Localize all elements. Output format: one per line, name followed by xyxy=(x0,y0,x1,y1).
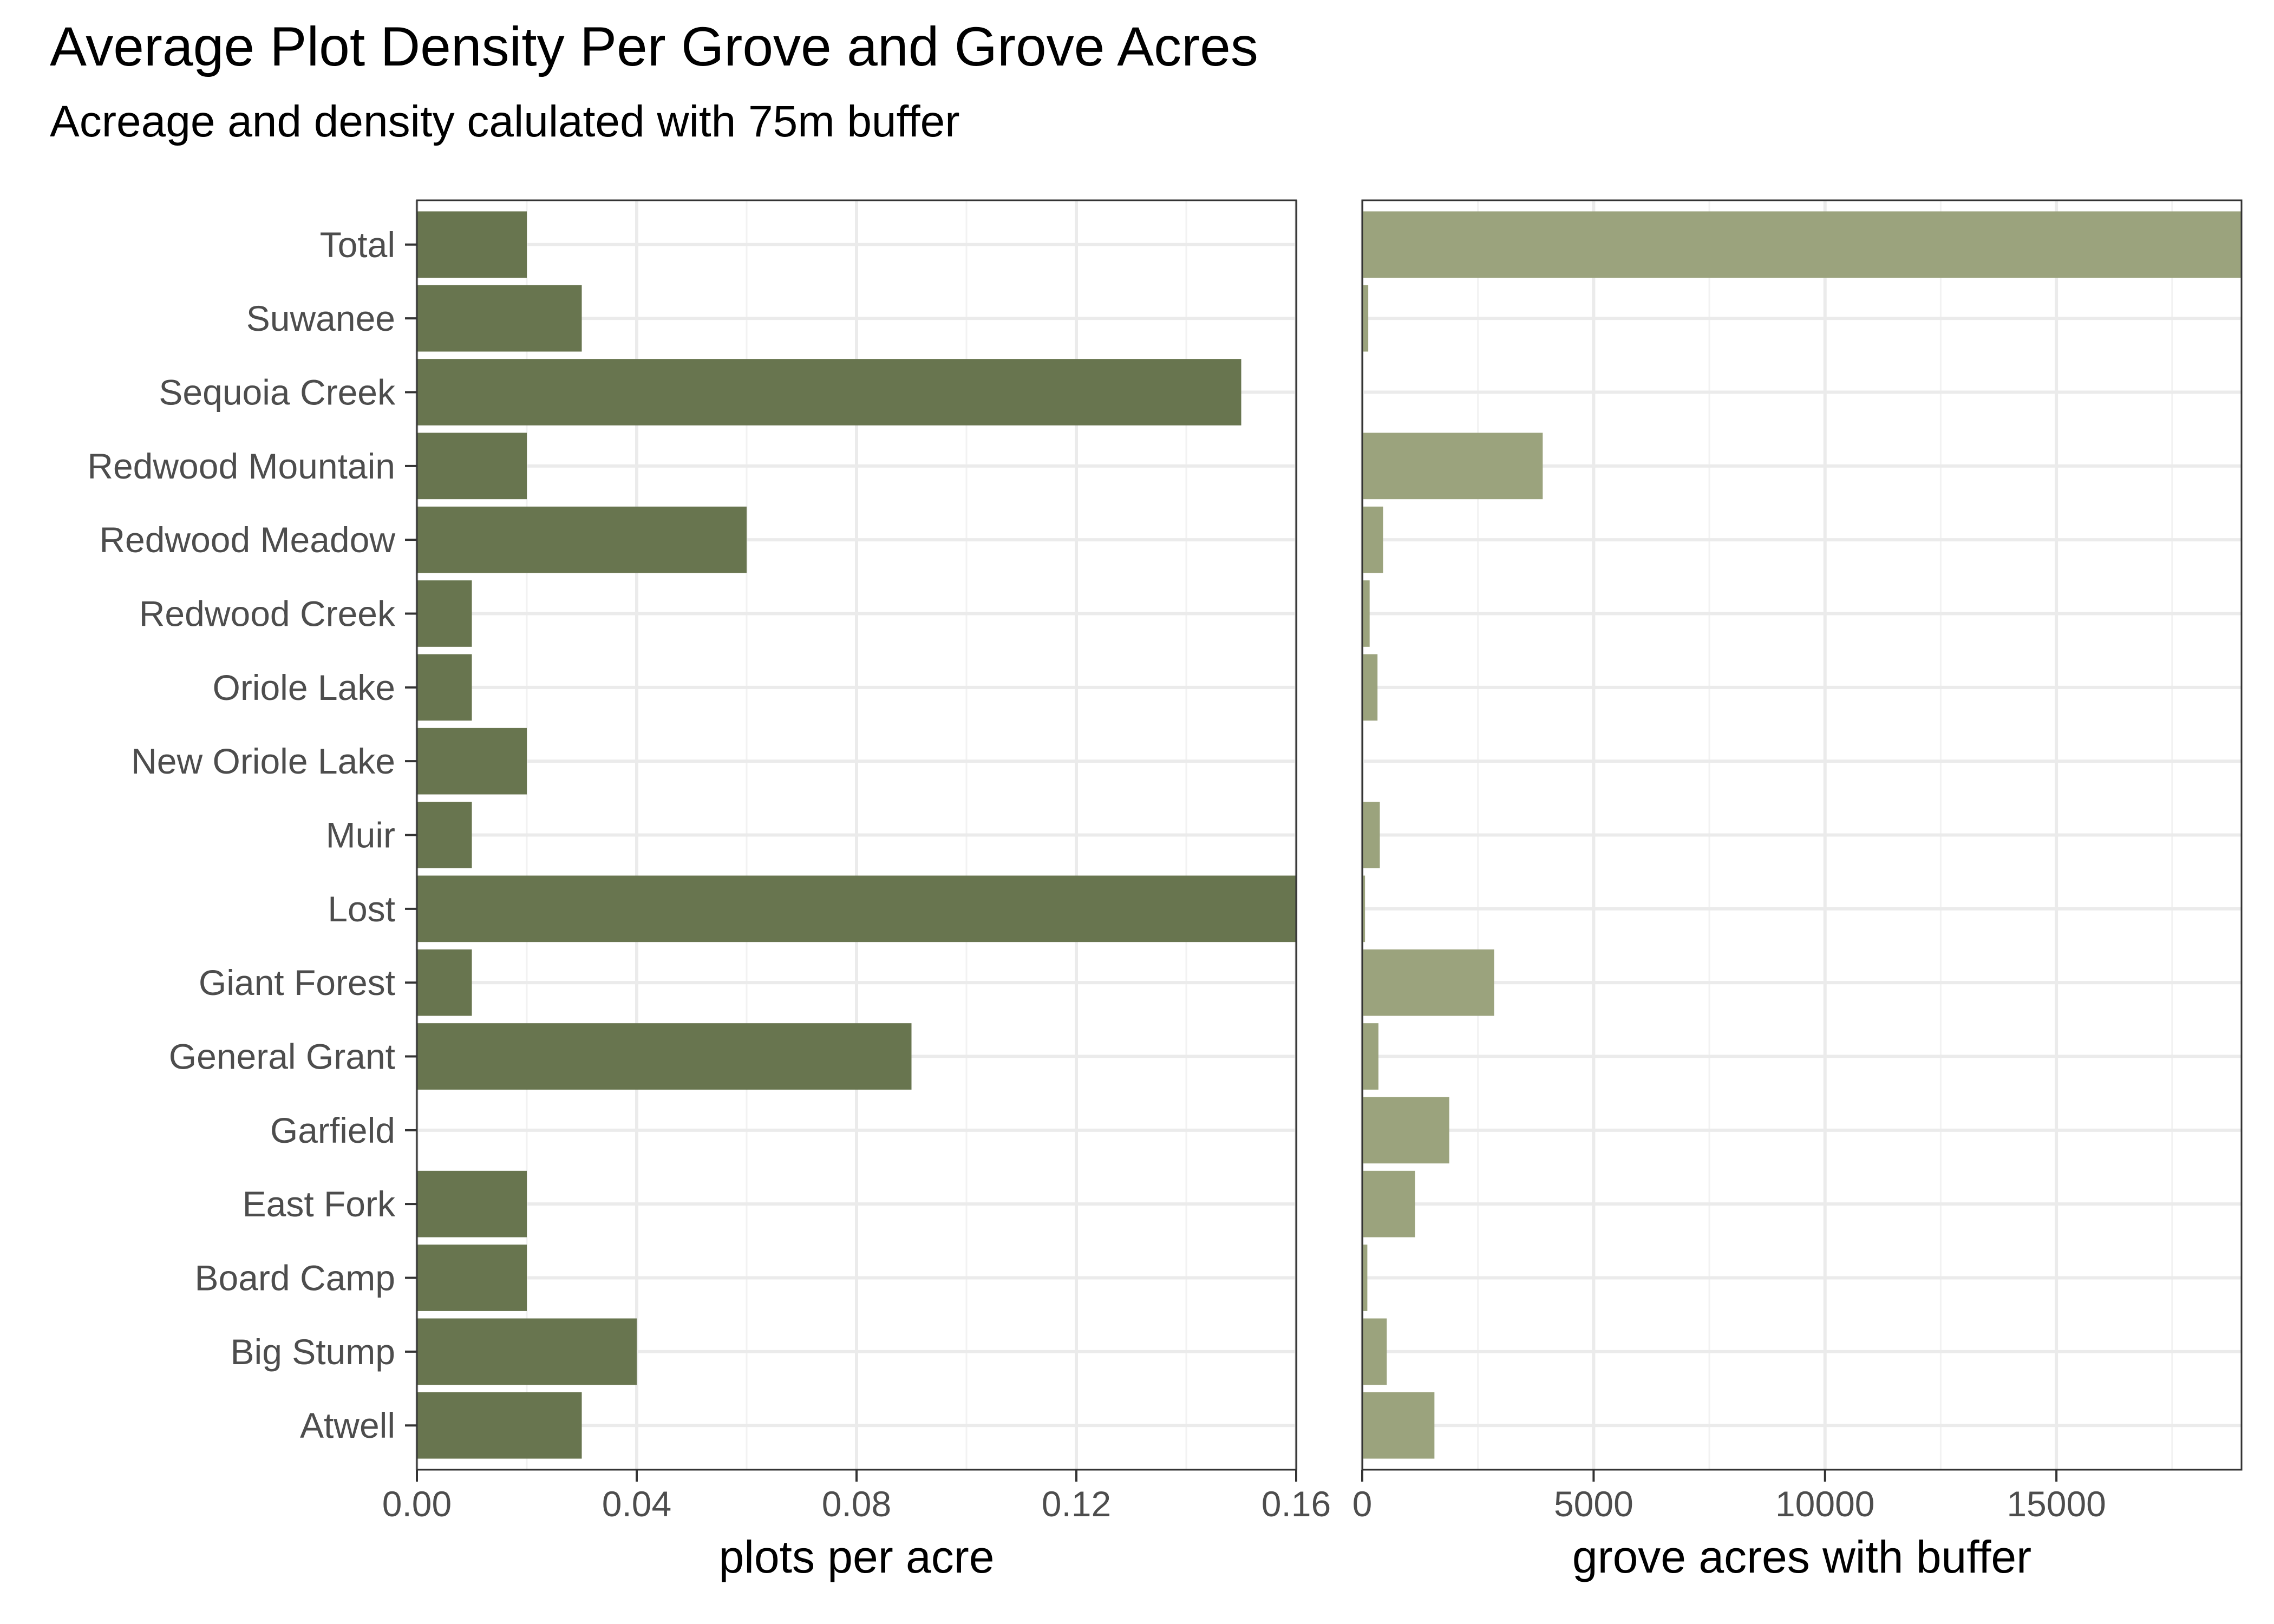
chart-title: Average Plot Density Per Grove and Grove… xyxy=(50,16,1258,77)
density-x-tick-label: 0.00 xyxy=(382,1484,452,1524)
category-label: Total xyxy=(320,225,395,265)
acres-bar xyxy=(1362,1245,1368,1311)
category-label: Board Camp xyxy=(194,1258,395,1298)
density-bar xyxy=(417,1023,912,1090)
acres-bar xyxy=(1362,1318,1387,1385)
category-label: Redwood Meadow xyxy=(99,520,395,560)
density-panel: 0.00 0.04 0.08 0.12 0.16 xyxy=(382,199,1331,1524)
category-label: Lost xyxy=(328,889,395,929)
category-axis: Total Suwanee Sequoia Creek Redwood Mountai… xyxy=(87,225,417,1445)
acres-x-tick-label: 5000 xyxy=(1554,1484,1633,1524)
acres-bar xyxy=(1362,433,1543,500)
density-bar xyxy=(417,433,527,500)
acres-bar xyxy=(1362,1170,1415,1237)
acres-bar xyxy=(1362,875,1365,942)
density-bar xyxy=(417,1392,582,1459)
category-label: Giant Forest xyxy=(199,962,395,1003)
acres-bar xyxy=(1362,949,1494,1016)
density-bar xyxy=(417,728,527,795)
category-label: Muir xyxy=(326,815,395,855)
category-label: Redwood Mountain xyxy=(87,446,395,486)
density-bar xyxy=(417,580,472,647)
density-bar xyxy=(417,506,747,573)
acres-bar xyxy=(1362,1023,1378,1090)
category-label: New Oriole Lake xyxy=(131,741,395,781)
density-bar xyxy=(417,654,472,721)
acres-axis-title: grove acres with buffer xyxy=(1572,1531,2031,1582)
acres-x-tick-label: 10000 xyxy=(1775,1484,1875,1524)
category-label: General Grant xyxy=(169,1037,395,1077)
acres-bar xyxy=(1362,654,1378,721)
acres-bar xyxy=(1362,506,1383,573)
acres-bar xyxy=(1362,211,2242,278)
density-bar xyxy=(417,1170,527,1237)
density-bar xyxy=(417,875,1296,942)
acres-panel: 0 5000 10000 15000 xyxy=(1352,199,2243,1524)
density-x-tick-label: 0.12 xyxy=(1042,1484,1111,1524)
category-label: East Fork xyxy=(243,1184,396,1224)
density-bar xyxy=(417,211,527,278)
acres-bar xyxy=(1362,285,1369,352)
category-label: Oriole Lake xyxy=(212,667,395,708)
acres-panel-border xyxy=(1361,199,2243,1471)
acres-bar xyxy=(1362,580,1370,647)
density-bar xyxy=(417,285,582,352)
category-label: Atwell xyxy=(300,1405,395,1445)
density-bar xyxy=(417,1318,637,1385)
density-bar xyxy=(417,802,472,868)
acres-x-tick-label: 15000 xyxy=(2007,1484,2106,1524)
category-label: Garfield xyxy=(270,1110,395,1150)
acres-bar xyxy=(1362,1097,1449,1164)
density-x-tick-label: 0.08 xyxy=(822,1484,891,1524)
density-bar xyxy=(417,1245,527,1311)
category-label: Suwanee xyxy=(246,298,395,338)
chart-subtitle: Acreage and density calulated with 75m b… xyxy=(50,97,960,146)
density-bar xyxy=(417,359,1241,425)
density-x-tick-label: 0.16 xyxy=(1262,1484,1331,1524)
density-axis-title: plots per acre xyxy=(719,1531,995,1582)
category-label: Redwood Creek xyxy=(139,593,396,633)
density-x-tick-label: 0.04 xyxy=(602,1484,671,1524)
category-label: Big Stump xyxy=(231,1332,395,1372)
acres-bar xyxy=(1362,1392,1435,1459)
category-label: Sequoia Creek xyxy=(159,372,396,412)
acres-bar xyxy=(1362,802,1380,868)
density-bar xyxy=(417,949,472,1016)
acres-x-tick-label: 0 xyxy=(1352,1484,1373,1524)
